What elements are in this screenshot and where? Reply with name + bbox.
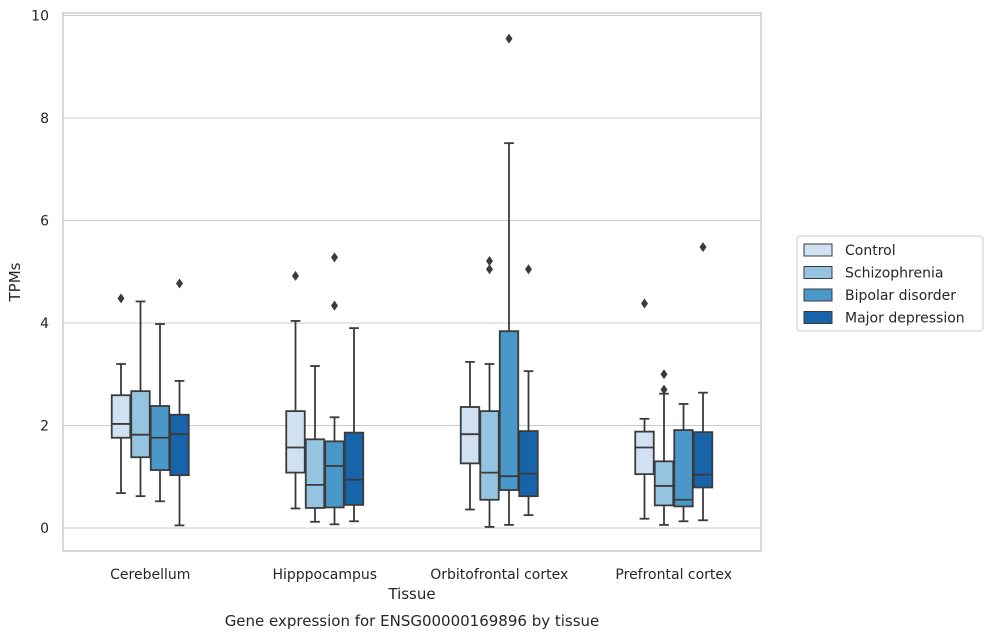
legend-label: Schizophrenia	[845, 266, 943, 282]
box-body	[653, 460, 675, 507]
x-tick-labels: Cerebellum Hipppocampus Orbitofrontal cort…	[110, 567, 732, 583]
outlier-point	[486, 255, 493, 266]
outlier-point	[641, 298, 648, 309]
legend-swatch	[803, 288, 833, 302]
box-body	[459, 406, 481, 465]
box-body	[304, 438, 326, 509]
series-major-depression	[169, 242, 714, 527]
box-body	[169, 413, 190, 477]
y-tick-label: 0	[40, 521, 49, 537]
box	[692, 242, 714, 522]
legend-frame	[796, 235, 984, 332]
legend-swatch	[803, 311, 833, 324]
series-control	[110, 270, 655, 520]
legend-label: Major depression	[845, 311, 965, 327]
box	[653, 369, 675, 526]
box	[285, 270, 306, 510]
legend-label: Control	[845, 243, 896, 259]
box-body	[479, 410, 500, 501]
box	[304, 365, 326, 523]
y-tick-label: 10	[31, 9, 49, 25]
outlier-point	[331, 300, 338, 311]
box-body	[130, 390, 151, 459]
box	[343, 327, 365, 523]
outlier-point	[486, 264, 493, 275]
box	[673, 403, 694, 523]
y-tick-label: 4	[40, 316, 49, 332]
y-tick-label: 8	[40, 111, 49, 127]
box-body	[673, 429, 694, 508]
box	[110, 293, 132, 495]
box	[130, 300, 151, 498]
box	[634, 298, 655, 520]
legend-swatch	[803, 243, 833, 257]
series-schizophrenia	[130, 255, 675, 528]
series-bipolar-disorder	[149, 33, 694, 526]
figure-caption: Gene expression for ENSG00000169896 by t…	[225, 612, 600, 630]
box	[324, 252, 345, 526]
outlier-point	[699, 242, 707, 253]
box-body	[285, 410, 306, 474]
box-body	[518, 430, 539, 498]
x-tick-label: Orbitofrontal cortex	[430, 567, 568, 583]
box-body	[634, 430, 655, 476]
legend-label: Bipolar disorder	[845, 288, 956, 304]
box-series	[110, 33, 714, 528]
y-tick-label: 6	[40, 214, 49, 230]
x-axis-label: Tissue	[387, 585, 435, 603]
x-tick-label: Prefrontal cortex	[615, 567, 732, 583]
outlier-point	[505, 33, 513, 44]
plot-frame	[62, 12, 762, 552]
box-body	[498, 330, 520, 491]
outlier-point	[292, 270, 299, 281]
box	[479, 255, 500, 528]
outlier-point	[660, 369, 668, 380]
outlier-point	[331, 252, 338, 263]
y-tick-label: 2	[40, 418, 49, 434]
legend-swatch	[803, 266, 833, 279]
box-body	[110, 394, 132, 439]
outlier-point	[525, 264, 532, 275]
box	[169, 278, 190, 527]
box-body	[343, 431, 365, 506]
outlier-point	[117, 293, 125, 304]
outlier-point	[660, 384, 668, 395]
outlier-point	[176, 278, 183, 289]
box	[459, 361, 481, 511]
y-tick-labels: 0 2 4 6 8 10	[31, 9, 49, 537]
box-body	[324, 440, 345, 509]
box-body	[692, 431, 714, 489]
box	[498, 33, 520, 526]
x-tick-label: Hipppocampus	[272, 567, 377, 583]
y-axis-label: TPMs	[6, 262, 24, 302]
box	[518, 264, 539, 517]
legend: Control Schizophrenia Bipolar disorder Majo…	[796, 235, 984, 332]
x-tick-label: Cerebellum	[110, 567, 190, 583]
box	[149, 323, 171, 503]
